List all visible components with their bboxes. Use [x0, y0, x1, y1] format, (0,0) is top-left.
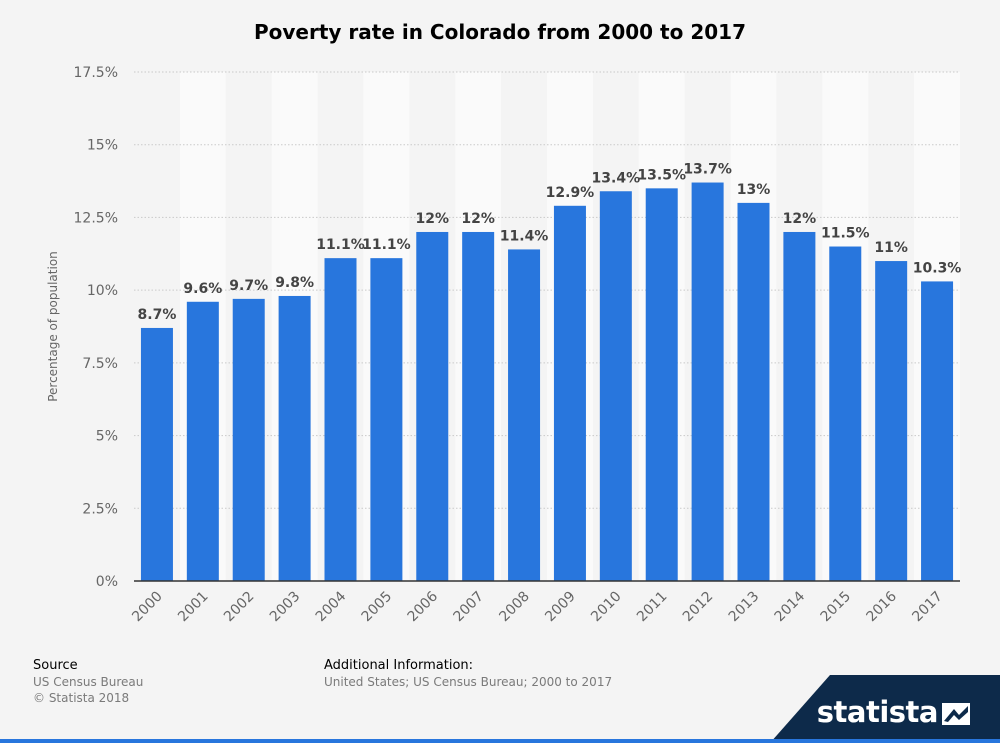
- bar-2005: [370, 258, 403, 581]
- value-label-2005: 11.1%: [362, 237, 411, 253]
- value-label-2001: 9.6%: [183, 281, 222, 297]
- y-tick-label: 2.5%: [82, 501, 118, 517]
- x-tick-label-2006: 2006: [405, 588, 442, 625]
- x-tick-label-2017: 2017: [909, 589, 946, 626]
- bar-2015: [829, 246, 862, 581]
- value-label-2014: 12%: [783, 211, 817, 227]
- y-tick-label: 7.5%: [82, 356, 118, 372]
- bar-2002: [232, 298, 265, 581]
- bar-2007: [462, 231, 495, 581]
- bar-2000: [140, 327, 173, 581]
- value-label-2012: 13.7%: [683, 162, 732, 178]
- brand-background: [770, 675, 1000, 743]
- bar-2014: [783, 231, 816, 581]
- bar-2001: [186, 301, 219, 581]
- y-tick-label: 15%: [87, 138, 118, 154]
- y-axis-label: Percentage of population: [46, 251, 60, 402]
- x-tick-label-2010: 2010: [588, 589, 625, 626]
- value-label-2006: 12%: [416, 211, 450, 227]
- x-tick-label-2002: 2002: [221, 589, 258, 626]
- bar-2017: [921, 281, 954, 581]
- value-label-2003: 9.8%: [275, 275, 314, 291]
- x-tick-label-2004: 2004: [313, 588, 350, 625]
- x-tick-label-2009: 2009: [542, 589, 579, 626]
- bar-2003: [278, 295, 311, 581]
- source-label: Source: [33, 658, 78, 673]
- bar-2016: [875, 261, 908, 581]
- x-tick-label-2011: 2011: [634, 589, 671, 626]
- y-tick-label: 17.5%: [74, 65, 118, 81]
- bar-2009: [553, 205, 586, 581]
- source-line-2: © Statista 2018: [33, 691, 130, 705]
- x-tick-label-2008: 2008: [496, 589, 533, 626]
- bar-2011: [645, 188, 678, 582]
- y-tick-label: 5%: [96, 429, 118, 445]
- value-label-2017: 10.3%: [913, 260, 962, 276]
- brand-name: statista: [816, 695, 939, 729]
- value-label-2016: 11%: [874, 240, 908, 256]
- bar-2006: [416, 231, 449, 581]
- y-tick-label: 0%: [96, 574, 118, 590]
- x-tick-label-2013: 2013: [726, 589, 763, 626]
- value-label-2002: 9.7%: [229, 278, 268, 294]
- bar-2010: [599, 191, 632, 581]
- y-tick-label: 10%: [87, 283, 118, 299]
- x-tick-label-2012: 2012: [680, 589, 717, 626]
- value-label-2010: 13.4%: [592, 170, 641, 186]
- bar-2004: [324, 258, 357, 581]
- additional-info-text: United States; US Census Bureau; 2000 to…: [324, 675, 613, 689]
- x-tick-label-2003: 2003: [267, 589, 304, 626]
- x-tick-label-2016: 2016: [863, 588, 900, 625]
- bar-2008: [508, 249, 541, 581]
- x-tick-label-2015: 2015: [818, 589, 855, 626]
- bar-2012: [691, 182, 724, 582]
- statista-logo-icon: [942, 703, 970, 725]
- value-label-2000: 8.7%: [138, 307, 177, 323]
- chart-title: Poverty rate in Colorado from 2000 to 20…: [254, 20, 746, 44]
- x-tick-label-2014: 2014: [772, 588, 809, 625]
- value-label-2013: 13%: [737, 182, 771, 198]
- bottom-accent-line: [0, 739, 1000, 743]
- value-label-2004: 11.1%: [316, 237, 365, 253]
- value-label-2011: 13.5%: [637, 167, 686, 183]
- value-label-2009: 12.9%: [546, 185, 595, 201]
- source-line-1: US Census Bureau: [33, 675, 144, 689]
- value-label-2007: 12%: [461, 211, 495, 227]
- x-tick-label-2007: 2007: [450, 589, 487, 626]
- value-label-2008: 11.4%: [500, 228, 549, 244]
- x-tick-label-2001: 2001: [175, 589, 212, 626]
- y-tick-label: 12.5%: [74, 210, 118, 226]
- statista-brand[interactable]: statista: [770, 675, 1000, 743]
- bar-chart: 0% 2.5% 5% 7.5% 10% 12.5% 15% 17.5% Percentage o…: [46, 65, 962, 626]
- x-tick-label-2000: 2000: [129, 589, 166, 626]
- value-label-2015: 11.5%: [821, 226, 870, 242]
- additional-info-label: Additional Information:: [324, 658, 474, 673]
- bar-2013: [737, 202, 770, 581]
- x-tick-label-2005: 2005: [359, 589, 396, 626]
